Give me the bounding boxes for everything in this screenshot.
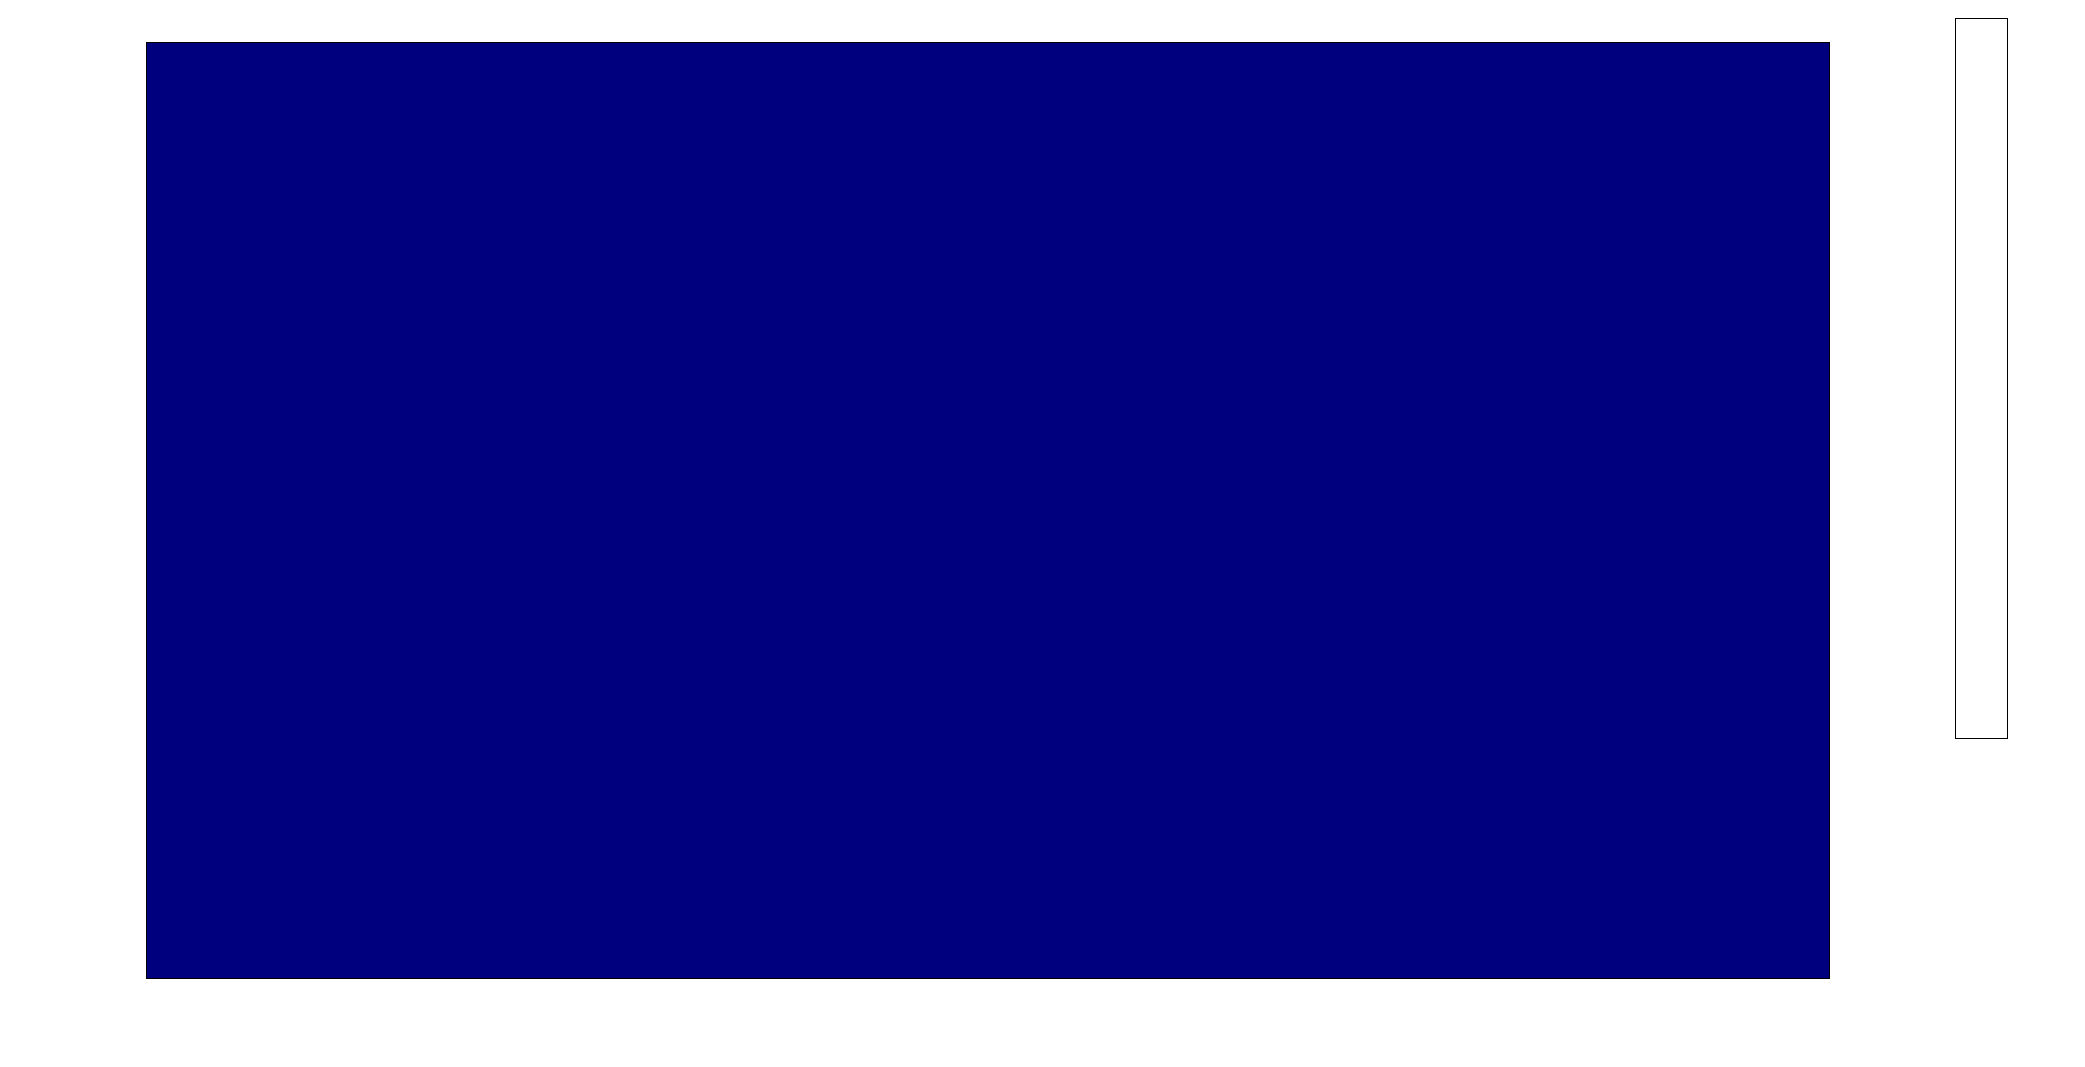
spectrogram-image xyxy=(147,43,1829,978)
colorbar xyxy=(1955,18,2008,739)
spectrogram-axes xyxy=(146,42,1830,979)
colorbar-gradient xyxy=(1956,19,2007,738)
